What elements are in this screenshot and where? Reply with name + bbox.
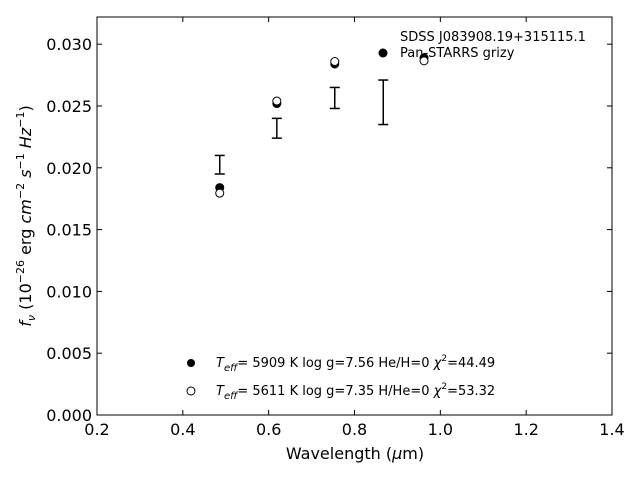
y-tick-label: 0.030	[46, 35, 92, 54]
model-point-open	[272, 96, 282, 106]
model-point-open	[215, 188, 225, 198]
y-tick-label: 0.015	[46, 221, 92, 240]
model-point-open	[330, 56, 340, 66]
x-tick-label: 0.2	[84, 420, 109, 439]
observed-errorbar	[214, 154, 225, 175]
observed-errorbar	[271, 117, 282, 139]
observed-errorbar	[329, 86, 340, 110]
legend-fit-2: Teff= 5611 K log g=7.35 H/He=0 χ2=53.32	[186, 382, 495, 402]
x-tick-label: 0.8	[342, 420, 367, 439]
legend-fit-2-marker	[186, 386, 196, 396]
legend-observed-line1: SDSS J083908.19+315115.1	[400, 30, 586, 45]
x-tick-label: 0.4	[170, 420, 195, 439]
legend-fit-1: Teff= 5909 K log g=7.56 He/H=0 χ2=44.49	[187, 354, 495, 374]
legend-fit-1-text: Teff= 5909 K log g=7.56 He/H=0 χ2=44.49	[216, 354, 495, 374]
observed-errorbar	[378, 79, 389, 126]
x-axis-label: Wavelength (μm)	[286, 444, 424, 463]
x-tick-label: 1.4	[599, 420, 624, 439]
y-tick-label: 0.020	[46, 159, 92, 178]
x-tick-label: 1.2	[513, 420, 538, 439]
model-point-open	[419, 56, 429, 66]
observed-errorbars	[214, 79, 389, 175]
x-tick-label: 0.6	[256, 420, 281, 439]
y-axis-label: fν (10−26 erg cm−2 s−1 Hz−1)	[14, 105, 38, 326]
y-tick-label: 0.005	[46, 344, 92, 363]
x-tick-label: 1.0	[428, 420, 453, 439]
y-tick-label: 0.000	[46, 406, 92, 425]
model-points	[215, 53, 429, 198]
y-tick-label: 0.010	[46, 282, 92, 301]
y-tick-label: 0.025	[46, 97, 92, 116]
legend-fit-1-marker	[187, 359, 195, 367]
legend-observed-line2: Pan-STARRS grizy	[400, 46, 515, 61]
legend-observed-marker	[378, 48, 388, 58]
x-axis-ticks: 0.2 0.4 0.6 0.8 1.0 1.2 1.4	[84, 17, 625, 439]
y-axis-ticks: 0.000 0.005 0.010 0.015 0.020 0.025 0.030	[46, 35, 612, 425]
legend-observed: SDSS J083908.19+315115.1 Pan-STARRS griz…	[378, 30, 586, 61]
legend-fit-2-text: Teff= 5611 K log g=7.35 H/He=0 χ2=53.32	[216, 382, 495, 402]
